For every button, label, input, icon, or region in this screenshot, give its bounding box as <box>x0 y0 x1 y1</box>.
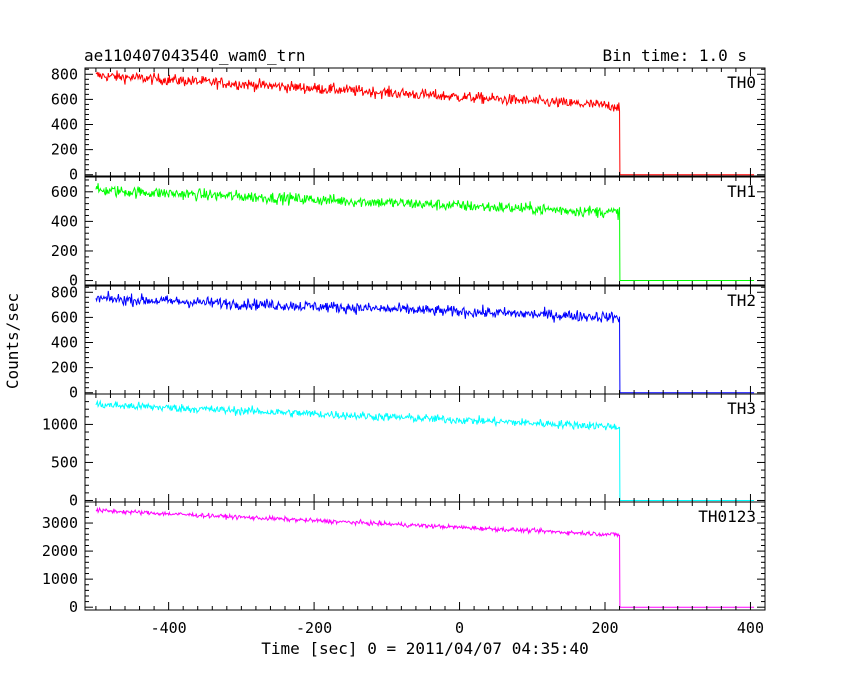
y-tick-label: 600 <box>51 308 78 326</box>
y-tick-label: 3000 <box>42 514 78 532</box>
x-tick-label: -400 <box>151 619 187 637</box>
panel-th0: 0 200 400 600 800 TH0 <box>51 65 766 184</box>
x-axis-label: Time [sec] 0 = 2011/04/07 04:35:40 <box>261 639 589 658</box>
series-line-th0 <box>95 70 755 176</box>
panel-label-th0123: TH0123 <box>698 507 756 526</box>
y-tick-label: 1000 <box>42 570 78 588</box>
panel-label-th2: TH2 <box>727 291 756 310</box>
y-tick-label: 2000 <box>42 542 78 560</box>
panel-frame <box>84 67 766 177</box>
x-tick-label: -200 <box>296 619 332 637</box>
y-tick-label: 0 <box>69 384 78 402</box>
panel-label-th0: TH0 <box>727 73 756 92</box>
series-line-th0123 <box>95 506 755 608</box>
y-tick-label: 400 <box>51 334 78 352</box>
y-tick-label: 0 <box>69 272 78 290</box>
y-axis-label: Counts/sec <box>3 293 22 389</box>
y-tick-label: 200 <box>51 242 78 260</box>
y-tick-label: 600 <box>51 90 78 108</box>
panel-frame <box>84 393 766 503</box>
y-tick-label: 800 <box>51 65 78 83</box>
y-tick-label: 0 <box>69 166 78 184</box>
x-tick-label: 0 <box>455 619 464 637</box>
bin-time-label: Bin time: 1.0 s <box>603 46 748 65</box>
x-tick-label: 200 <box>591 619 618 637</box>
series-line-th2 <box>95 290 755 394</box>
chart-title: ae110407043540_wam0_trn <box>84 46 306 65</box>
panel-frame <box>84 501 766 611</box>
panel-th1: 0 200 400 600 TH1 <box>51 176 766 290</box>
y-tick-label: 400 <box>51 212 78 230</box>
panel-frame <box>84 176 766 286</box>
y-tick-label: 0 <box>69 598 78 616</box>
y-tick-label: 500 <box>51 453 78 471</box>
y-tick-label: 400 <box>51 116 78 134</box>
panels-layer: 0 200 400 600 800 TH0 0 200 400 600 TH1 0 200 400 600 8… <box>42 65 766 637</box>
panel-th2: 0 200 400 600 800 TH2 <box>51 283 766 402</box>
y-tick-label: 200 <box>51 141 78 159</box>
series-line-th1 <box>95 183 755 282</box>
panel-label-th1: TH1 <box>727 182 756 201</box>
y-tick-label: 800 <box>51 283 78 301</box>
panel-th0123: 0 1000 2000 3000 TH0123 <box>42 501 766 616</box>
panel-th3: 0 500 1000 TH3 <box>42 393 766 509</box>
y-tick-label: 600 <box>51 183 78 201</box>
y-tick-label: 1000 <box>42 415 78 433</box>
series-line-th3 <box>95 399 755 501</box>
y-tick-label: 0 <box>69 491 78 509</box>
x-tick-label: 400 <box>737 619 764 637</box>
panel-label-th3: TH3 <box>727 399 756 418</box>
y-tick-label: 200 <box>51 359 78 377</box>
